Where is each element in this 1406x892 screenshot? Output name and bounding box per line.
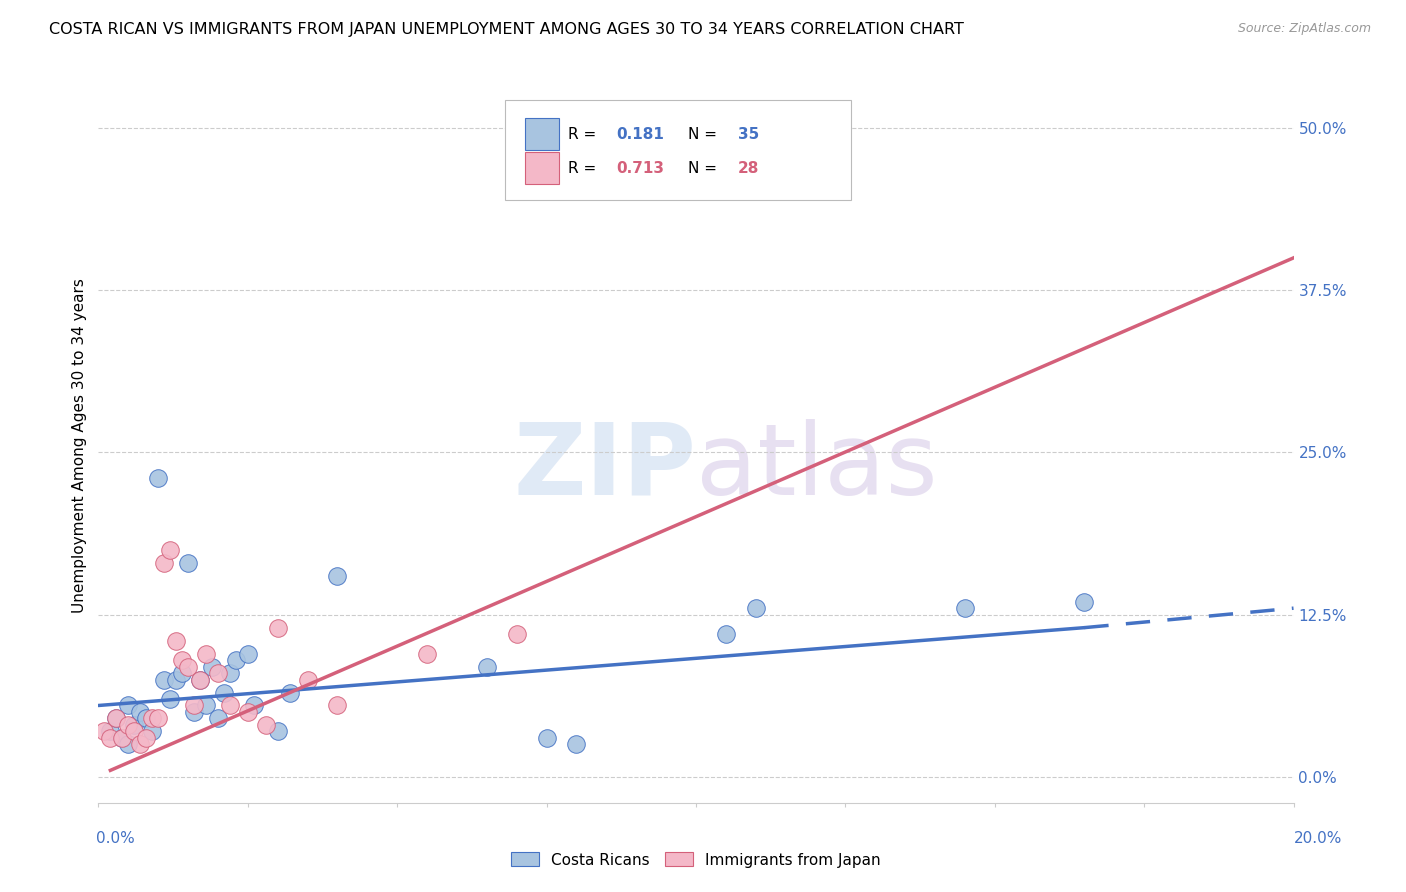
- Point: [595, 114, 617, 128]
- Legend: Costa Ricans, Immigrants from Japan: Costa Ricans, Immigrants from Japan: [505, 847, 887, 873]
- Point: [565, 738, 588, 752]
- Point: [219, 666, 242, 681]
- FancyBboxPatch shape: [524, 118, 558, 150]
- Point: [98, 731, 122, 745]
- FancyBboxPatch shape: [505, 100, 851, 200]
- Point: [236, 647, 259, 661]
- Point: [1073, 595, 1095, 609]
- Point: [117, 738, 139, 752]
- Text: 0.0%: 0.0%: [96, 831, 135, 846]
- Point: [194, 698, 218, 713]
- Point: [141, 724, 163, 739]
- Point: [194, 647, 218, 661]
- Point: [165, 633, 187, 648]
- Text: R =: R =: [568, 161, 602, 176]
- Point: [124, 718, 146, 732]
- Point: [135, 711, 157, 725]
- Point: [278, 685, 301, 699]
- Text: ZIP: ZIP: [513, 419, 696, 516]
- Point: [165, 673, 187, 687]
- Point: [201, 659, 224, 673]
- Text: atlas: atlas: [696, 419, 938, 516]
- Text: N =: N =: [688, 127, 721, 142]
- Point: [129, 705, 152, 719]
- Point: [183, 698, 205, 713]
- FancyBboxPatch shape: [524, 153, 558, 185]
- Point: [225, 653, 247, 667]
- Text: R =: R =: [568, 127, 602, 142]
- Point: [207, 666, 229, 681]
- Point: [153, 673, 176, 687]
- Text: 28: 28: [738, 161, 759, 176]
- Point: [159, 692, 181, 706]
- Text: N =: N =: [688, 161, 721, 176]
- Point: [172, 666, 194, 681]
- Point: [243, 698, 266, 713]
- Point: [111, 731, 134, 745]
- Point: [475, 659, 498, 673]
- Point: [183, 705, 205, 719]
- Point: [416, 647, 439, 661]
- Point: [326, 698, 349, 713]
- Point: [212, 685, 235, 699]
- Point: [129, 738, 152, 752]
- Point: [236, 705, 259, 719]
- Point: [267, 621, 290, 635]
- Text: 0.181: 0.181: [616, 127, 664, 142]
- Point: [953, 601, 976, 615]
- Point: [117, 718, 139, 732]
- Point: [745, 601, 768, 615]
- Text: 0.713: 0.713: [616, 161, 664, 176]
- Point: [188, 673, 211, 687]
- Point: [111, 731, 134, 745]
- Point: [105, 711, 128, 725]
- Text: 20.0%: 20.0%: [1295, 831, 1343, 846]
- Point: [297, 673, 319, 687]
- Point: [159, 542, 181, 557]
- Text: Source: ZipAtlas.com: Source: ZipAtlas.com: [1237, 22, 1371, 36]
- Point: [177, 556, 200, 570]
- Point: [105, 711, 128, 725]
- Point: [117, 698, 139, 713]
- Point: [506, 627, 529, 641]
- Point: [188, 673, 211, 687]
- Point: [714, 627, 737, 641]
- Point: [148, 471, 170, 485]
- Point: [124, 724, 146, 739]
- Point: [135, 731, 157, 745]
- Y-axis label: Unemployment Among Ages 30 to 34 years: Unemployment Among Ages 30 to 34 years: [72, 278, 87, 614]
- Point: [153, 556, 176, 570]
- Point: [148, 711, 170, 725]
- Point: [267, 724, 290, 739]
- Point: [219, 698, 242, 713]
- Text: COSTA RICAN VS IMMIGRANTS FROM JAPAN UNEMPLOYMENT AMONG AGES 30 TO 34 YEARS CORR: COSTA RICAN VS IMMIGRANTS FROM JAPAN UNE…: [49, 22, 965, 37]
- Point: [98, 724, 122, 739]
- Point: [177, 659, 200, 673]
- Point: [254, 718, 277, 732]
- Point: [172, 653, 194, 667]
- Point: [536, 731, 558, 745]
- Text: 35: 35: [738, 127, 759, 142]
- Point: [326, 568, 349, 582]
- Point: [207, 711, 229, 725]
- Point: [93, 724, 115, 739]
- Point: [141, 711, 163, 725]
